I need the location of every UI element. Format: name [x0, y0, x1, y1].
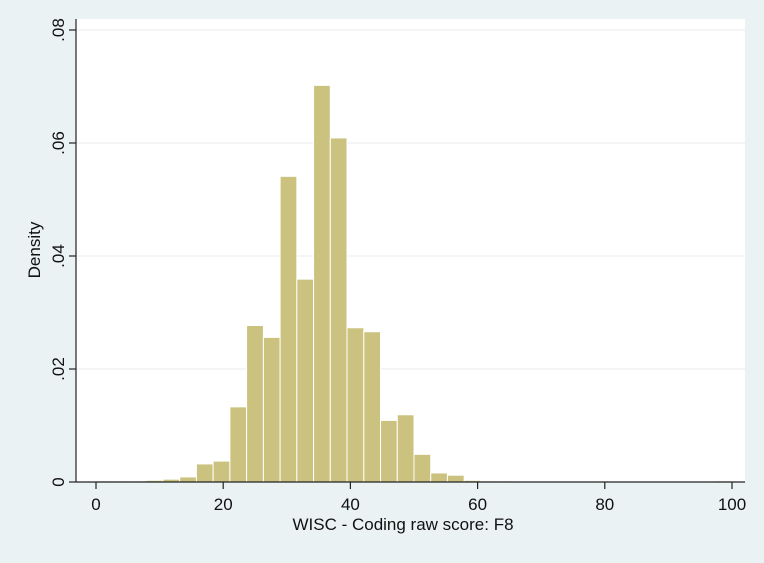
histogram-bar: [363, 331, 382, 483]
y-tick-label: 0: [49, 477, 68, 486]
gridlines: [77, 29, 745, 370]
histogram-bar: [179, 476, 197, 483]
x-tick-label: 40: [341, 495, 360, 514]
histogram-bar: [279, 175, 298, 483]
histogram-bar: [195, 463, 214, 483]
histogram-bar: [229, 406, 248, 483]
histogram-bar: [246, 324, 264, 483]
x-tick-label: 80: [595, 495, 614, 514]
y-tick-label: .08: [49, 18, 68, 42]
histogram-bar: [430, 472, 448, 483]
y-tick-label: .06: [49, 131, 68, 155]
y-tick-label: .02: [49, 357, 68, 381]
histogram-bar: [329, 137, 348, 483]
x-tick-label: 0: [91, 495, 100, 514]
histogram-bar: [313, 84, 331, 483]
histogram-bar: [212, 460, 231, 483]
y-tick-label: .04: [49, 244, 68, 268]
x-tick-label: 20: [214, 495, 233, 514]
y-axis-label: Density: [25, 221, 44, 278]
histogram-bar: [446, 474, 465, 483]
axes: 0 20 40 60 80 100 0 .02 .04 .06 .08: [49, 18, 746, 514]
histogram-bar: [380, 419, 398, 483]
x-tick-label: 100: [718, 495, 746, 514]
x-tick-label: 60: [468, 495, 487, 514]
x-axis-label: WISC - Coding raw score: F8: [292, 515, 513, 534]
histogram-bars: [95, 84, 733, 483]
histogram-bar: [262, 336, 281, 483]
histogram-bar: [396, 414, 415, 483]
histogram-bar: [413, 453, 432, 483]
histogram-bar: [346, 327, 365, 483]
plot-area: [76, 19, 745, 482]
histogram-bar: [296, 278, 315, 483]
